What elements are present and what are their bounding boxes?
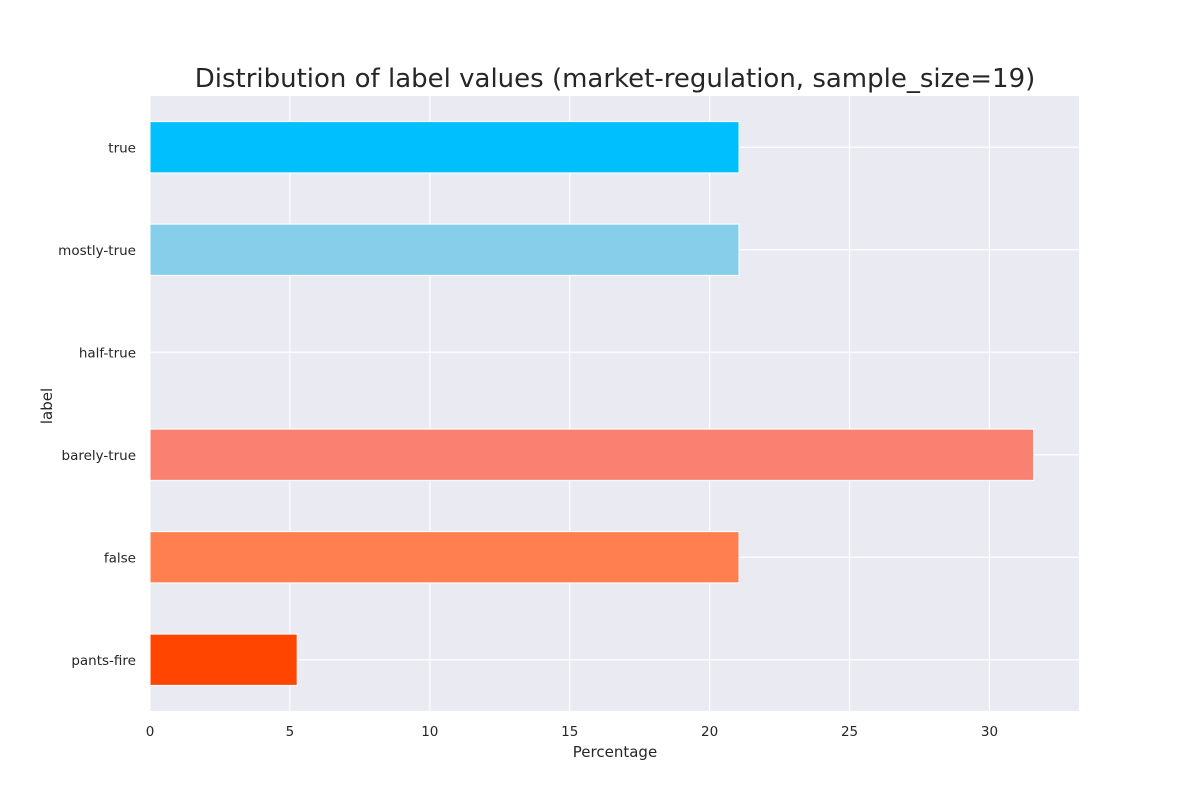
chart-title: Distribution of label values (market-reg… <box>195 64 1036 94</box>
y-tick-label: pants-fire <box>71 653 136 669</box>
plot-area <box>150 96 1079 711</box>
x-axis-label: Percentage <box>573 743 657 761</box>
y-tick-label: half-true <box>79 345 136 361</box>
y-tick-labels: true mostly-true half-true barely-true false… <box>58 140 136 669</box>
y-tick-label: barely-true <box>62 448 136 464</box>
bar-mostly-true <box>149 223 740 276</box>
x-tick-labels: 0 5 10 15 20 25 30 <box>146 724 998 740</box>
bar-barely-true <box>149 428 1035 481</box>
y-axis-label: label <box>38 388 56 424</box>
bars <box>149 121 1035 686</box>
y-tick-label: false <box>104 550 136 566</box>
x-tick-label: 30 <box>981 724 998 740</box>
bar-false <box>149 531 740 584</box>
y-tick-label: true <box>108 140 136 156</box>
bar-true <box>149 121 740 174</box>
x-tick-label: 0 <box>146 724 155 740</box>
y-tick-label: mostly-true <box>58 243 136 259</box>
x-tick-label: 20 <box>701 724 718 740</box>
x-tick-label: 10 <box>421 724 438 740</box>
x-tick-label: 25 <box>841 724 858 740</box>
bar-pants-fire <box>149 633 298 686</box>
x-tick-label: 5 <box>286 724 295 740</box>
x-tick-label: 15 <box>561 724 578 740</box>
